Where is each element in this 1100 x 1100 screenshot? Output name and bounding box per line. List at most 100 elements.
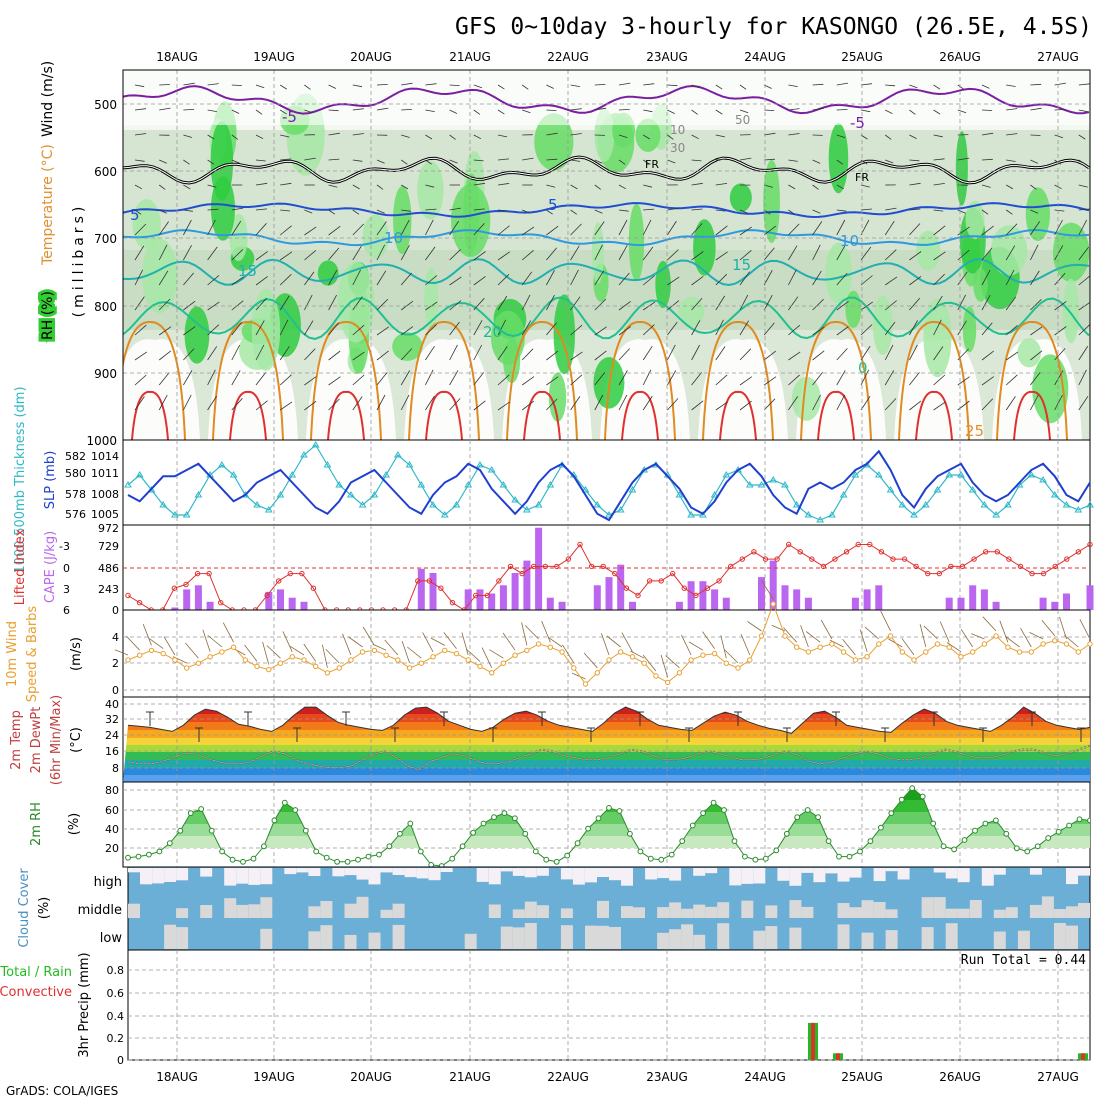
- cloud-mid-block: [885, 909, 898, 918]
- wind-barb: [425, 208, 437, 211]
- wind-barb: [352, 245, 362, 261]
- rh-point: [668, 851, 675, 858]
- wind-barb: [255, 208, 268, 211]
- cape-tick: 243: [98, 583, 119, 596]
- wind-barb: [425, 134, 433, 140]
- wind-speed-point: [442, 647, 448, 654]
- wind-barb: [134, 269, 144, 286]
- wind-barb: [909, 320, 918, 336]
- surface-barb: [541, 621, 551, 643]
- wind-barb: [667, 300, 680, 311]
- run-total: Run Total = 0.44: [961, 953, 1086, 968]
- temp-tick: 32: [105, 713, 119, 726]
- wind-speed-point: [371, 647, 378, 654]
- contour-30: [1013, 391, 1051, 440]
- cape-bar: [1039, 597, 1047, 610]
- lifted-index-point: [426, 578, 432, 584]
- wind-barb: [280, 182, 292, 186]
- lifted-index-point: [739, 556, 745, 562]
- surface-barb: [202, 629, 211, 652]
- wind-barb: [1030, 134, 1041, 136]
- temp-band: [123, 760, 1090, 768]
- rh-moist-patch: [534, 113, 574, 171]
- wind-barb: [1030, 83, 1042, 86]
- top-date-label: 18AUG: [156, 50, 198, 64]
- wind-barb: [812, 107, 824, 111]
- thickness-point: [957, 471, 965, 478]
- wind-barb: [812, 209, 821, 214]
- wind-barb: [763, 225, 777, 236]
- wind-speed-point: [770, 601, 776, 607]
- lifted-index-point: [867, 541, 873, 548]
- cloud-low-block: [585, 925, 597, 949]
- thickness-point: [171, 511, 179, 518]
- wind-barb: [739, 400, 752, 411]
- wind-barb: [1006, 108, 1018, 111]
- wind-barb: [788, 209, 795, 215]
- wind-barb: [788, 133, 800, 136]
- wind-barb: [836, 394, 846, 411]
- wind-barb: [1054, 301, 1067, 311]
- wind-barb: [836, 184, 844, 190]
- surface-barb: [148, 638, 164, 649]
- wind-barb: [304, 348, 316, 361]
- cloud-mid-block: [380, 909, 393, 918]
- wind-barb: [667, 249, 679, 261]
- rh-point: [501, 810, 508, 816]
- wind-speed-point: [934, 641, 941, 647]
- contour-25: [408, 320, 480, 440]
- surface-barb: [185, 642, 199, 659]
- rh-moist-patch: [553, 294, 576, 375]
- wind-barb: [328, 247, 340, 261]
- surface-barb: [502, 632, 516, 651]
- wind-speed-point: [512, 652, 518, 658]
- thickness-point: [945, 471, 954, 478]
- cape-bar: [488, 593, 496, 610]
- thickness-point: [417, 481, 426, 488]
- cape-bar: [769, 560, 777, 610]
- wind-barb: [255, 134, 264, 140]
- wind-barb: [521, 226, 535, 236]
- wind-barb: [594, 184, 602, 190]
- wind-barb: [473, 223, 485, 236]
- rh-point: [982, 820, 989, 827]
- wind-barb: [1030, 299, 1042, 311]
- surface-barb: [342, 633, 352, 656]
- wind-barb: [667, 370, 677, 386]
- wind-barb: [812, 244, 821, 261]
- wind-barb: [183, 184, 191, 190]
- thickness-point: [992, 511, 1001, 518]
- slp-label: SLP (mb): [43, 451, 58, 510]
- wind-barb: [134, 223, 147, 236]
- wind-speed-point: [324, 670, 331, 676]
- wind-barb: [836, 272, 848, 286]
- temp-band: [123, 745, 1090, 752]
- cloud-mid-block: [873, 902, 886, 918]
- wind-speed-point: [653, 673, 659, 679]
- rh-point: [480, 820, 487, 827]
- top-date-labels: 18AUG 19AUG 20AUG 21AUG 22AUG 23AUG 24AUG 25AUG…: [156, 50, 1079, 64]
- wind-barb: [981, 132, 994, 136]
- wind-barb: [497, 401, 511, 411]
- wind-barb: [328, 294, 337, 311]
- rh-moist-patch: [210, 176, 236, 241]
- pressure-tick-label: 500: [94, 98, 117, 112]
- wind-barb: [1030, 394, 1039, 411]
- wind-barb: [449, 84, 460, 86]
- wind-barb: [836, 300, 849, 311]
- thickness-point: [452, 501, 461, 508]
- wind-barb: [522, 209, 531, 214]
- wind-barb: [522, 109, 531, 114]
- wind-barb: [352, 159, 363, 162]
- wind-barb: [860, 345, 871, 361]
- top-date-label: 27AUG: [1037, 50, 1079, 64]
- wind-barb: [836, 209, 847, 212]
- rh-point: [794, 814, 801, 821]
- temp-ticks: 40 32 24 16 8: [105, 698, 119, 775]
- top-date-label: 23AUG: [646, 50, 688, 64]
- surface-barb: [864, 626, 880, 640]
- wind-barb: [352, 184, 360, 190]
- slp-series: [127, 449, 1091, 522]
- wind-barb: [981, 109, 993, 111]
